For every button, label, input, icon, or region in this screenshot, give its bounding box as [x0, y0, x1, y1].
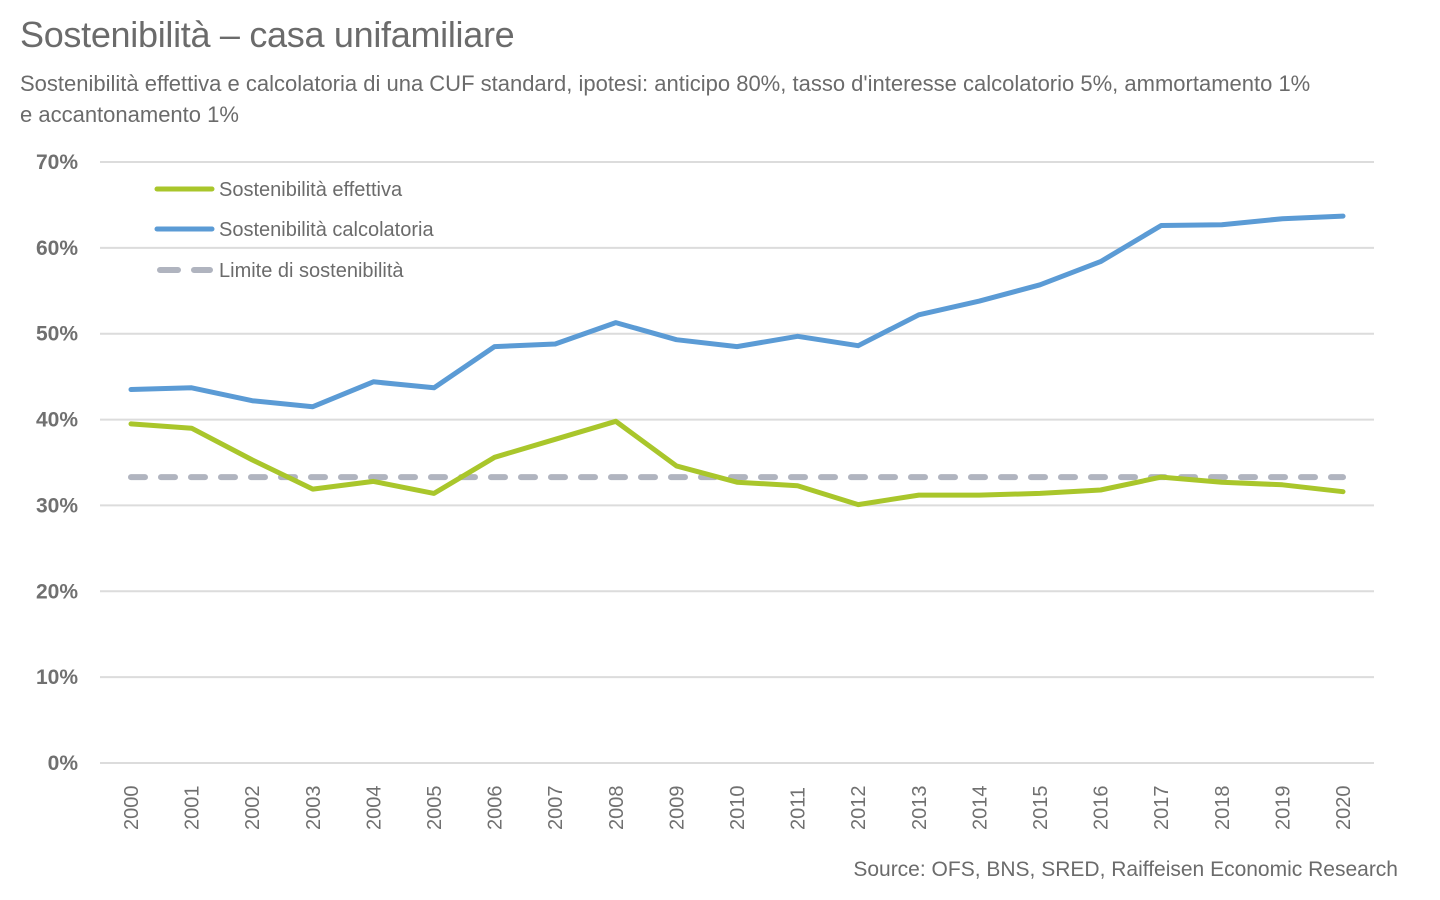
series-lines — [128, 213, 1346, 508]
series-line-sostenibilita-effettiva — [128, 418, 1346, 508]
y-axis: 0% 10% 20% 30% 40% 50% 60% 70% — [36, 151, 78, 775]
y-tick-label: 10% — [36, 666, 78, 689]
legend: Sostenibilità effettiva Sostenibilità cal… — [154, 179, 434, 282]
y-tick-label: 40% — [36, 409, 78, 432]
source-note: Source: OFS, BNS, SRED, Raiffeisen Econo… — [853, 858, 1398, 881]
chart-subtitle: Sostenibilità effettiva e calcolatoria d… — [20, 71, 1311, 127]
y-tick-label: 20% — [36, 580, 78, 603]
x-tick-label: 2010 — [727, 786, 749, 831]
y-tick-label: 30% — [36, 494, 78, 517]
x-tick-label: 2017 — [1151, 786, 1173, 831]
gridlines — [100, 161, 1374, 764]
x-tick-label: 2004 — [363, 786, 385, 831]
x-tick-label: 2016 — [1091, 786, 1113, 831]
x-tick-label: 2002 — [242, 786, 264, 831]
x-tick-label: 2018 — [1212, 786, 1234, 831]
y-tick-label: 60% — [36, 237, 78, 260]
legend-label: Sostenibilità calcolatoria — [219, 219, 434, 241]
x-tick-label: 2008 — [606, 786, 628, 831]
x-tick-label: 2012 — [848, 786, 870, 831]
x-tick-label: 2001 — [182, 786, 204, 831]
chart-title: Sostenibilità – casa unifamiliare — [20, 14, 515, 55]
y-tick-label: 0% — [48, 752, 79, 775]
x-tick-label: 2014 — [969, 786, 991, 831]
x-tick-label: 2006 — [485, 786, 507, 831]
x-axis: 2000 2001 2002 2003 2004 2005 2006 2007 2008 2009… — [121, 786, 1355, 831]
x-tick-label: 2009 — [666, 786, 688, 831]
series-line-sostenibilita-calcolatoria — [128, 213, 1346, 410]
x-tick-label: 2015 — [1030, 786, 1052, 831]
x-tick-label: 2000 — [121, 786, 143, 831]
x-tick-label: 2020 — [1333, 786, 1355, 831]
x-tick-label: 2003 — [303, 786, 325, 831]
y-tick-label: 70% — [36, 151, 78, 174]
legend-label: Limite di sostenibilità — [219, 260, 404, 282]
legend-label: Sostenibilità effettiva — [219, 179, 403, 201]
x-tick-label: 2011 — [788, 787, 810, 830]
x-tick-label: 2013 — [909, 786, 931, 831]
y-tick-label: 50% — [36, 323, 78, 346]
x-tick-label: 2007 — [545, 786, 567, 831]
x-tick-label: 2019 — [1272, 786, 1294, 831]
x-tick-label: 2005 — [424, 786, 446, 831]
